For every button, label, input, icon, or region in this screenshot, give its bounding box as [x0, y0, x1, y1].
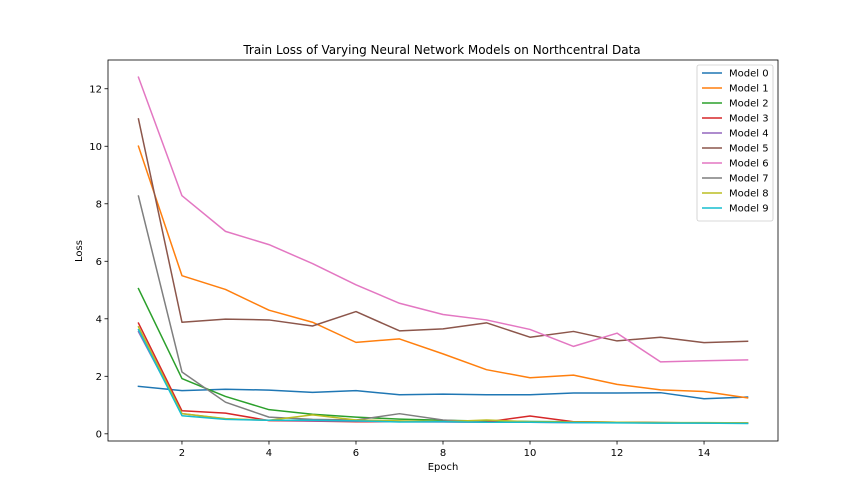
series-line-model-0 — [137, 385, 749, 400]
legend-label: Model 6 — [729, 159, 769, 170]
legend-label: Model 5 — [729, 144, 769, 155]
y-tick-label: 2 — [96, 372, 102, 383]
axes-layer: 2 4 6 8 10 12 14 0 2 4 6 8 10 12 — [89, 84, 710, 459]
series-line-model-5 — [137, 118, 749, 344]
legend-label: Model 0 — [729, 69, 769, 80]
legend-label: Model 9 — [729, 204, 769, 215]
y-tick-label: 10 — [89, 142, 102, 153]
x-tick-label: 4 — [266, 448, 272, 459]
x-tick-label: 8 — [440, 448, 446, 459]
x-axis-label: Epoch — [428, 462, 459, 473]
y-tick-label: 8 — [96, 199, 102, 210]
legend-label: Model 3 — [729, 114, 769, 125]
x-tick-label: 2 — [179, 448, 185, 459]
series-line-model-6 — [137, 76, 749, 363]
series-line-model-9 — [137, 328, 749, 425]
y-axis-label: Loss — [74, 240, 85, 262]
legend-label: Model 4 — [729, 129, 769, 140]
legend-label: Model 7 — [729, 174, 769, 185]
series-line-model-1 — [137, 145, 749, 399]
y-tick-label: 4 — [96, 314, 102, 325]
x-tick-label: 14 — [698, 448, 711, 459]
series-layer — [137, 76, 749, 425]
x-tick-label: 10 — [524, 448, 537, 459]
plot-area-frame — [107, 59, 779, 442]
y-tick-label: 12 — [89, 84, 102, 95]
chart-title: Train Loss of Varying Neural Network Mod… — [242, 43, 640, 57]
legend: Model 0 Model 1 Model 2 Model 3 Model 4 Model… — [696, 64, 774, 222]
legend-label: Model 1 — [729, 84, 769, 95]
y-tick-label: 0 — [96, 429, 102, 440]
legend-label: Model 8 — [729, 189, 769, 200]
legend-label: Model 2 — [729, 99, 769, 110]
y-tick-label: 6 — [96, 257, 102, 268]
x-tick-label: 12 — [611, 448, 624, 459]
legend-box — [696, 64, 774, 222]
x-tick-label: 6 — [353, 448, 359, 459]
